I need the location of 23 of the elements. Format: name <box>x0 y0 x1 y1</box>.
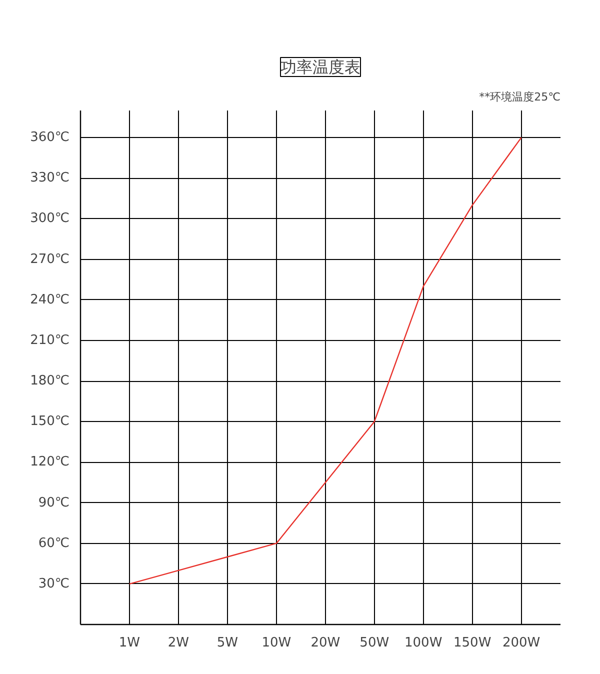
y-tick-label: 150℃ <box>30 414 70 430</box>
y-tick-label: 180℃ <box>30 374 70 389</box>
y-tick-label: 240℃ <box>30 292 70 308</box>
y-tick-label: 120℃ <box>30 454 70 470</box>
y-tick-label: 270℃ <box>30 252 70 267</box>
x-tick-label: 200W <box>502 636 540 650</box>
y-tick-label: 330℃ <box>30 170 70 186</box>
y-tick-label: 300℃ <box>30 211 70 226</box>
y-tick-label: 60℃ <box>38 536 70 551</box>
x-tick-label: 1W <box>118 636 140 650</box>
y-tick-label: 30℃ <box>38 576 70 592</box>
text: **环境温度25℃ <box>479 90 561 104</box>
x-tick-label: 20W <box>310 636 340 650</box>
y-tick-label: 360℃ <box>30 130 70 146</box>
x-tick-label: 10W <box>262 636 292 650</box>
x-tick-label: 50W <box>360 636 390 650</box>
y-tick-label: 210℃ <box>30 332 70 348</box>
y-tick-label: 90℃ <box>38 495 70 510</box>
x-tick-label: 150W <box>454 636 492 650</box>
line-series <box>128 136 522 585</box>
x-tick-label: 100W <box>404 636 442 650</box>
x-tick-label: 5W <box>216 636 238 650</box>
x-tick-label: 2W <box>168 636 190 650</box>
